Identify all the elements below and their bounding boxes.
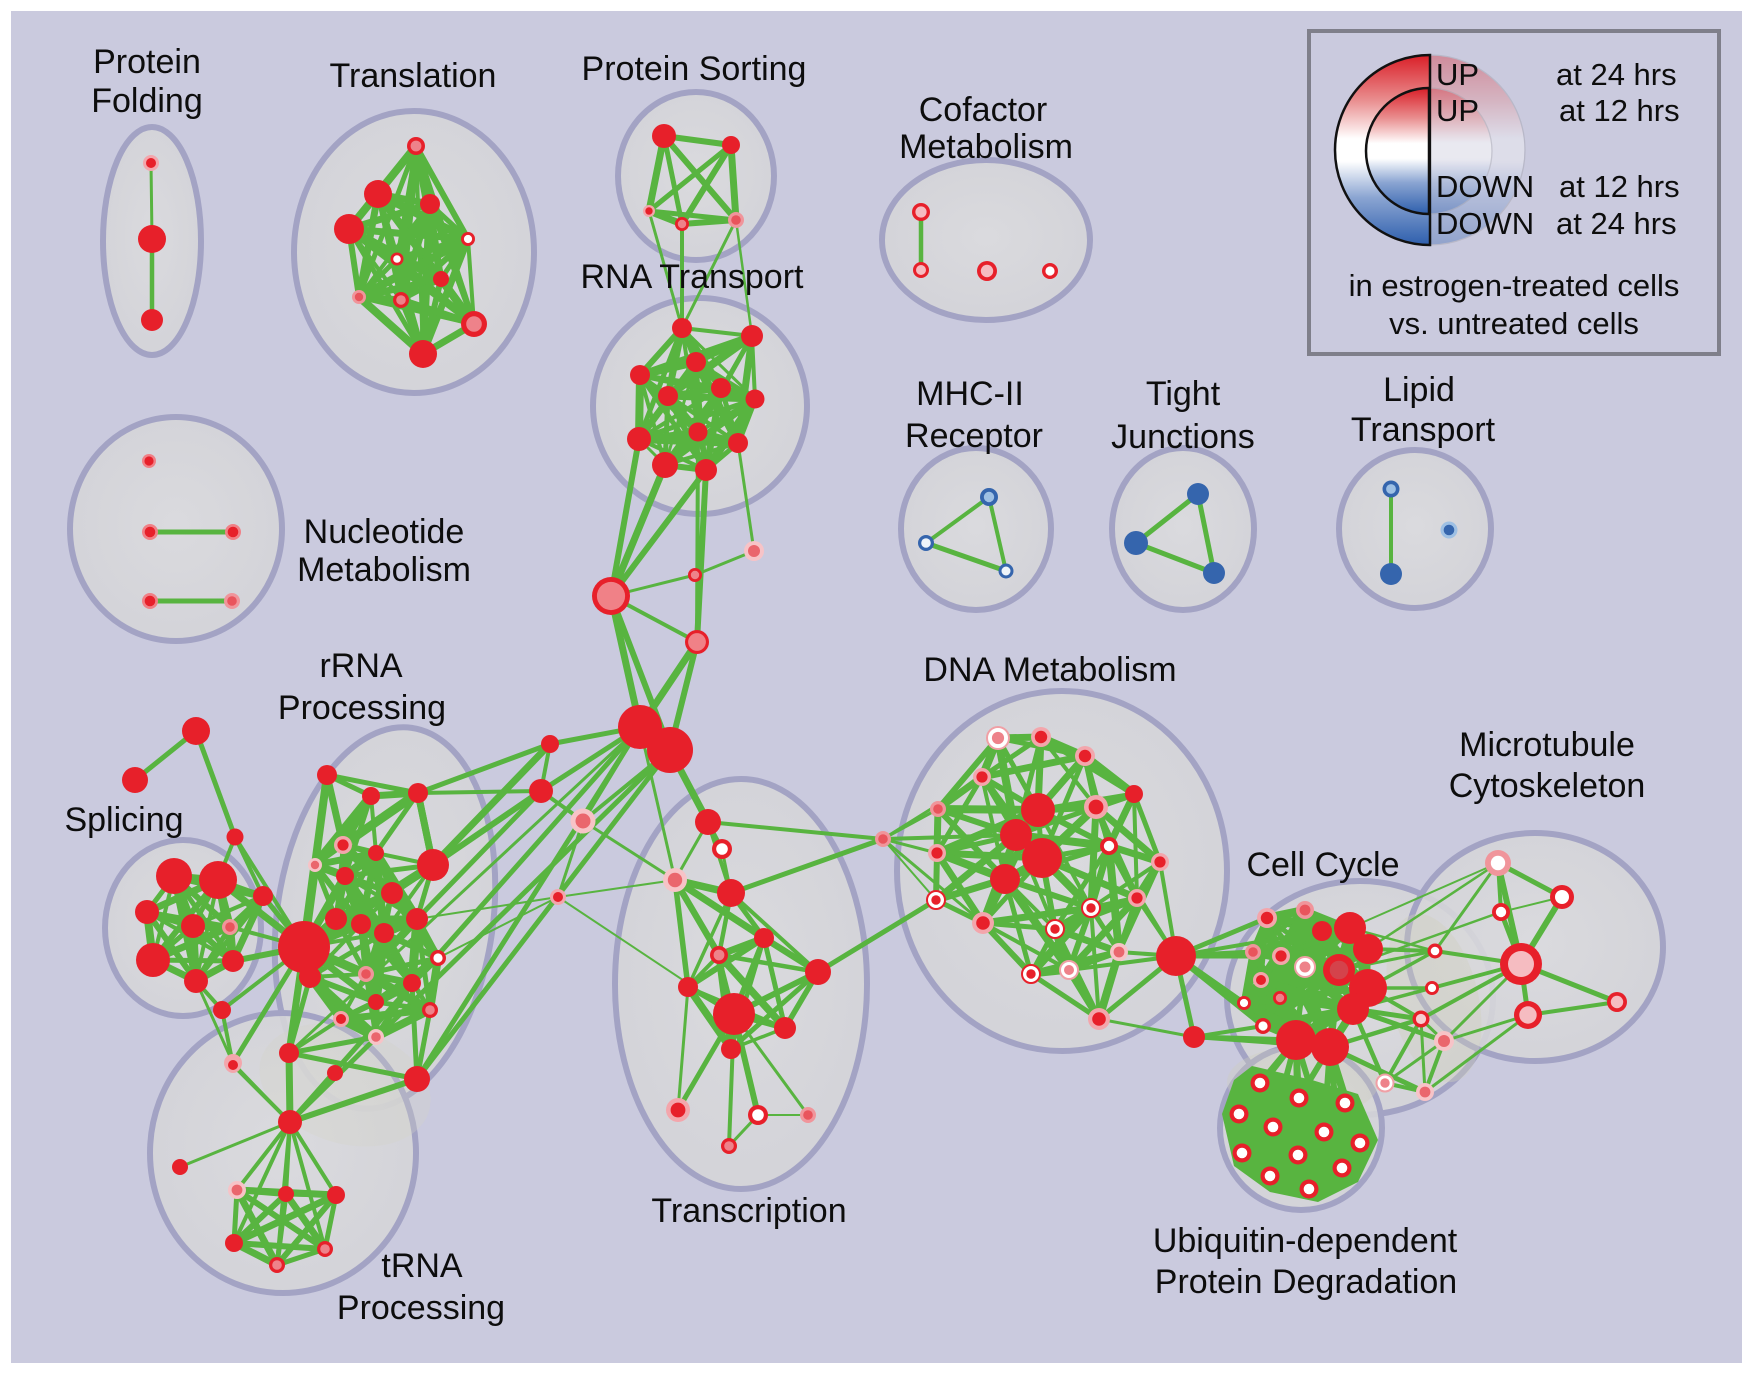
svg-text:Nucleotide: Nucleotide (304, 513, 465, 551)
svg-text:Metabolism: Metabolism (899, 128, 1073, 166)
svg-text:Transcription: Transcription (651, 1192, 846, 1230)
svg-text:MHC-II: MHC-II (916, 375, 1024, 413)
svg-text:at 12 hrs: at 12 hrs (1559, 169, 1680, 204)
svg-text:Protein: Protein (93, 43, 201, 81)
svg-text:Cytoskeleton: Cytoskeleton (1449, 767, 1646, 805)
svg-text:at 12 hrs: at 12 hrs (1559, 93, 1680, 128)
svg-text:Translation: Translation (330, 57, 497, 95)
svg-text:Cell Cycle: Cell Cycle (1246, 846, 1399, 884)
svg-text:DOWN: DOWN (1436, 206, 1534, 241)
svg-text:UP: UP (1436, 93, 1479, 128)
svg-text:Splicing: Splicing (64, 801, 183, 839)
svg-text:Transport: Transport (1351, 411, 1496, 449)
svg-text:Receptor: Receptor (905, 417, 1043, 455)
svg-text:Lipid: Lipid (1383, 371, 1455, 409)
svg-text:Cofactor: Cofactor (919, 91, 1048, 129)
svg-text:UP: UP (1436, 57, 1479, 92)
svg-text:RNA Transport: RNA Transport (581, 258, 805, 296)
svg-text:Ubiquitin-dependent: Ubiquitin-dependent (1153, 1222, 1458, 1260)
svg-text:tRNA: tRNA (381, 1247, 463, 1285)
svg-text:Metabolism: Metabolism (297, 551, 471, 589)
svg-text:Protein Sorting: Protein Sorting (582, 50, 807, 88)
svg-text:Microtubule: Microtubule (1459, 726, 1635, 764)
svg-text:Processing: Processing (337, 1289, 505, 1327)
svg-text:at 24 hrs: at 24 hrs (1556, 206, 1677, 241)
svg-text:at 24 hrs: at 24 hrs (1556, 57, 1677, 92)
svg-text:Processing: Processing (278, 689, 446, 727)
svg-text:vs. untreated cells: vs. untreated cells (1389, 306, 1639, 341)
svg-text:Folding: Folding (91, 82, 203, 120)
svg-text:rRNA: rRNA (319, 647, 402, 685)
svg-text:DOWN: DOWN (1436, 169, 1534, 204)
svg-text:in estrogen-treated cells: in estrogen-treated cells (1349, 268, 1680, 303)
svg-text:Protein Degradation: Protein Degradation (1155, 1263, 1457, 1301)
svg-text:DNA Metabolism: DNA Metabolism (923, 651, 1176, 689)
svg-text:Junctions: Junctions (1111, 418, 1255, 456)
svg-text:Tight: Tight (1146, 375, 1221, 413)
